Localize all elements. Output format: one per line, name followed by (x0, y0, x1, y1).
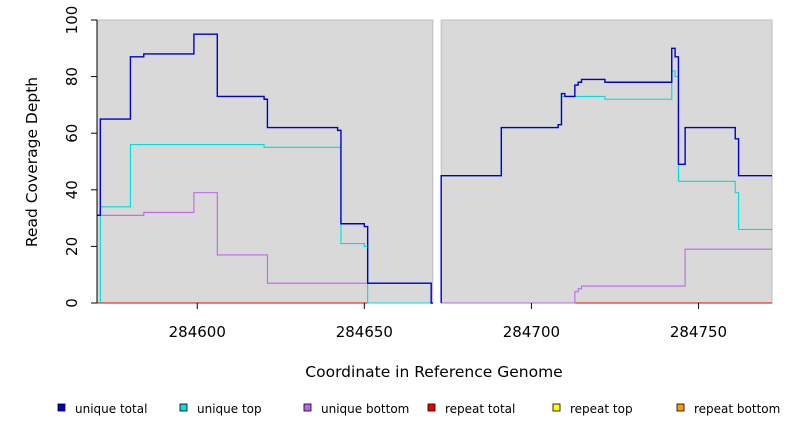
y-tick-label: 0 (63, 298, 81, 308)
plot-panel-2 (440, 19, 773, 304)
legend-item-unique-bottom: unique bottom (303, 402, 409, 416)
x-tick-label: 284600 (169, 323, 226, 341)
legend-item-unique-total: unique total (57, 402, 147, 416)
series-lines (97, 33, 772, 304)
y-tick-label: 20 (63, 237, 81, 256)
series-line-unique-bottom-segment-2 (441, 248, 772, 304)
plot-panels (96, 19, 773, 304)
legend-swatch (303, 403, 312, 412)
legend-swatch (179, 403, 188, 412)
legend-swatch (552, 403, 561, 412)
y-axis: 0 20 40 60 80 100 (63, 6, 98, 308)
x-tick-label: 284750 (670, 323, 727, 341)
legend-label: unique bottom (321, 402, 409, 416)
series-line-unique-total-segment-2 (440, 47, 772, 303)
y-axis-title: Read Coverage Depth (23, 77, 41, 247)
legend: unique total unique top unique bottom repea… (57, 402, 780, 416)
legend-label: unique top (197, 402, 262, 416)
legend-label: unique total (75, 402, 147, 416)
x-tick-label: 284700 (503, 323, 560, 341)
legend-swatch (676, 403, 685, 412)
legend-swatch (427, 403, 436, 412)
legend-item-repeat-top: repeat top (552, 402, 633, 416)
legend-label: repeat bottom (694, 402, 780, 416)
y-tick-label: 100 (63, 6, 81, 35)
x-axis: 284600 284650 284700 284750 (169, 303, 727, 341)
legend-label: repeat top (570, 402, 633, 416)
legend-item-unique-top: unique top (179, 402, 262, 416)
plot-panel-1 (96, 19, 434, 304)
y-tick-label: 80 (63, 67, 81, 86)
legend-item-repeat-total: repeat total (427, 402, 515, 416)
series-line-unique-total-segment-1 (97, 33, 433, 304)
y-tick-label: 40 (63, 180, 81, 199)
legend-label: repeat total (445, 402, 515, 416)
x-tick-label: 284650 (336, 323, 393, 341)
legend-swatch (57, 403, 66, 412)
x-axis-title: Coordinate in Reference Genome (305, 363, 562, 381)
y-tick-label: 60 (63, 124, 81, 143)
legend-item-repeat-bottom: repeat bottom (676, 402, 780, 416)
